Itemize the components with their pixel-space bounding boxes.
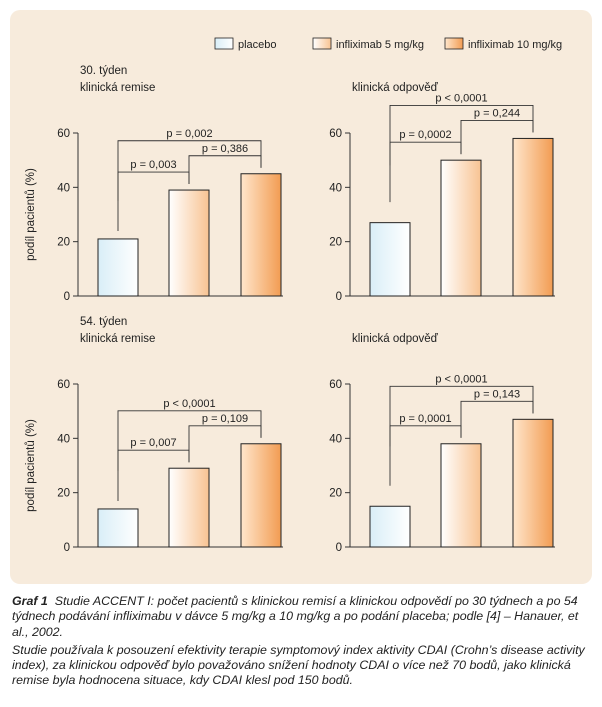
y-tick-label: 40 — [329, 182, 342, 194]
period-label: 30. týden — [80, 65, 127, 77]
y-axis-label: podíl pacientů (%) — [25, 419, 37, 512]
legend-swatch-2 — [312, 37, 332, 50]
bar-infliximab-10-mg-kg — [512, 137, 554, 297]
p-value-label: p < 0,0001 — [163, 398, 215, 410]
caption-text-2: Studie používala k posouzení efektivity … — [12, 642, 585, 688]
chart-panel-3: 54. týden klinická remise 0 20 40 60 podíl pac… — [25, 316, 283, 554]
bar-infliximab-5-mg-kg — [440, 159, 482, 297]
bar-infliximab-10-mg-kg — [240, 443, 282, 548]
y-tick-label: 0 — [64, 291, 70, 303]
legend: placebo infliximab 5 mg/kg infliximab 10 m… — [214, 37, 562, 51]
y-tick-label: 20 — [57, 488, 70, 500]
caption-label: Graf 1 — [12, 594, 48, 608]
period-label: 54. týden — [80, 316, 127, 328]
panel-title: klinická odpověď — [352, 82, 439, 94]
bar-placebo — [369, 505, 411, 548]
y-tick-label: 60 — [57, 128, 70, 140]
p-value-label: p = 0,244 — [474, 107, 520, 119]
bar-infliximab-10-mg-kg — [240, 173, 282, 297]
chart-panel-1: 30. týden klinická remise 0 20 40 60 podíl pac… — [25, 65, 283, 303]
p-value-label: p = 0,002 — [166, 128, 212, 140]
p-value-label: p = 0,0001 — [399, 413, 451, 425]
y-tick-label: 60 — [57, 379, 70, 391]
panel-title: klinická odpověď — [352, 333, 439, 345]
p-value-label: p < 0,0001 — [435, 92, 487, 104]
legend-swatch-3 — [444, 37, 464, 50]
y-tick-label: 40 — [329, 433, 342, 445]
legend-label-3: infliximab 10 mg/kg — [468, 39, 562, 51]
caption-paragraph-2: Studie používala k posouzení efektivity … — [12, 643, 592, 689]
bar-placebo — [97, 508, 139, 548]
legend-label-2: infliximab 5 mg/kg — [336, 39, 424, 51]
y-tick-label: 40 — [57, 182, 70, 194]
y-tick-label: 0 — [336, 542, 342, 554]
panel-title: klinická remise — [80, 333, 155, 345]
significance-bracket — [117, 410, 262, 471]
p-value-label: p = 0,003 — [130, 159, 176, 171]
y-tick-label: 20 — [329, 488, 342, 500]
chart-panel-2: klinická odpověď 0 20 40 60 p = 0,0002 p = 0,2… — [329, 82, 555, 303]
y-tick-label: 60 — [329, 379, 342, 391]
p-value-label: p = 0,109 — [202, 413, 248, 425]
bar-infliximab-10-mg-kg — [512, 418, 554, 548]
legend-swatch-1 — [214, 37, 234, 50]
y-axis-label: podíl pacientů (%) — [25, 168, 37, 261]
significance-bracket — [389, 104, 534, 166]
caption-text-1: Studie ACCENT I: počet pacientů s klinic… — [12, 594, 579, 639]
bar-placebo — [369, 222, 411, 297]
y-tick-label: 0 — [336, 291, 342, 303]
y-tick-label: 20 — [57, 237, 70, 249]
p-value-label: p = 0,0002 — [399, 129, 451, 141]
p-value-label: p = 0,007 — [130, 437, 176, 449]
significance-bracket — [117, 140, 262, 201]
significance-bracket — [389, 385, 534, 447]
p-value-label: p < 0,0001 — [435, 373, 487, 385]
y-tick-label: 0 — [64, 542, 70, 554]
bar-infliximab-5-mg-kg — [168, 467, 210, 548]
y-tick-label: 20 — [329, 237, 342, 249]
bar-infliximab-5-mg-kg — [168, 189, 210, 297]
p-value-label: p = 0,143 — [474, 388, 520, 400]
p-value-label: p = 0,386 — [202, 143, 248, 155]
y-tick-label: 60 — [329, 128, 342, 140]
legend-label-1: placebo — [238, 39, 277, 51]
bar-infliximab-5-mg-kg — [440, 443, 482, 548]
y-tick-label: 40 — [57, 433, 70, 445]
figure-caption: Graf 1 Studie ACCENT I: počet pacientů s… — [12, 594, 592, 692]
bar-placebo — [97, 238, 139, 297]
chart-area: placebo infliximab 5 mg/kg infliximab 10 m… — [25, 37, 562, 554]
chart-panels: 30. týden klinická remise 0 20 40 60 podíl pac… — [25, 65, 555, 554]
chart-panel-4: klinická odpověď 0 20 40 60 p = 0,0001 p = 0,1… — [329, 333, 555, 554]
panel-title: klinická remise — [80, 82, 155, 94]
caption-paragraph-1: Graf 1 Studie ACCENT I: počet pacientů s… — [12, 594, 592, 640]
